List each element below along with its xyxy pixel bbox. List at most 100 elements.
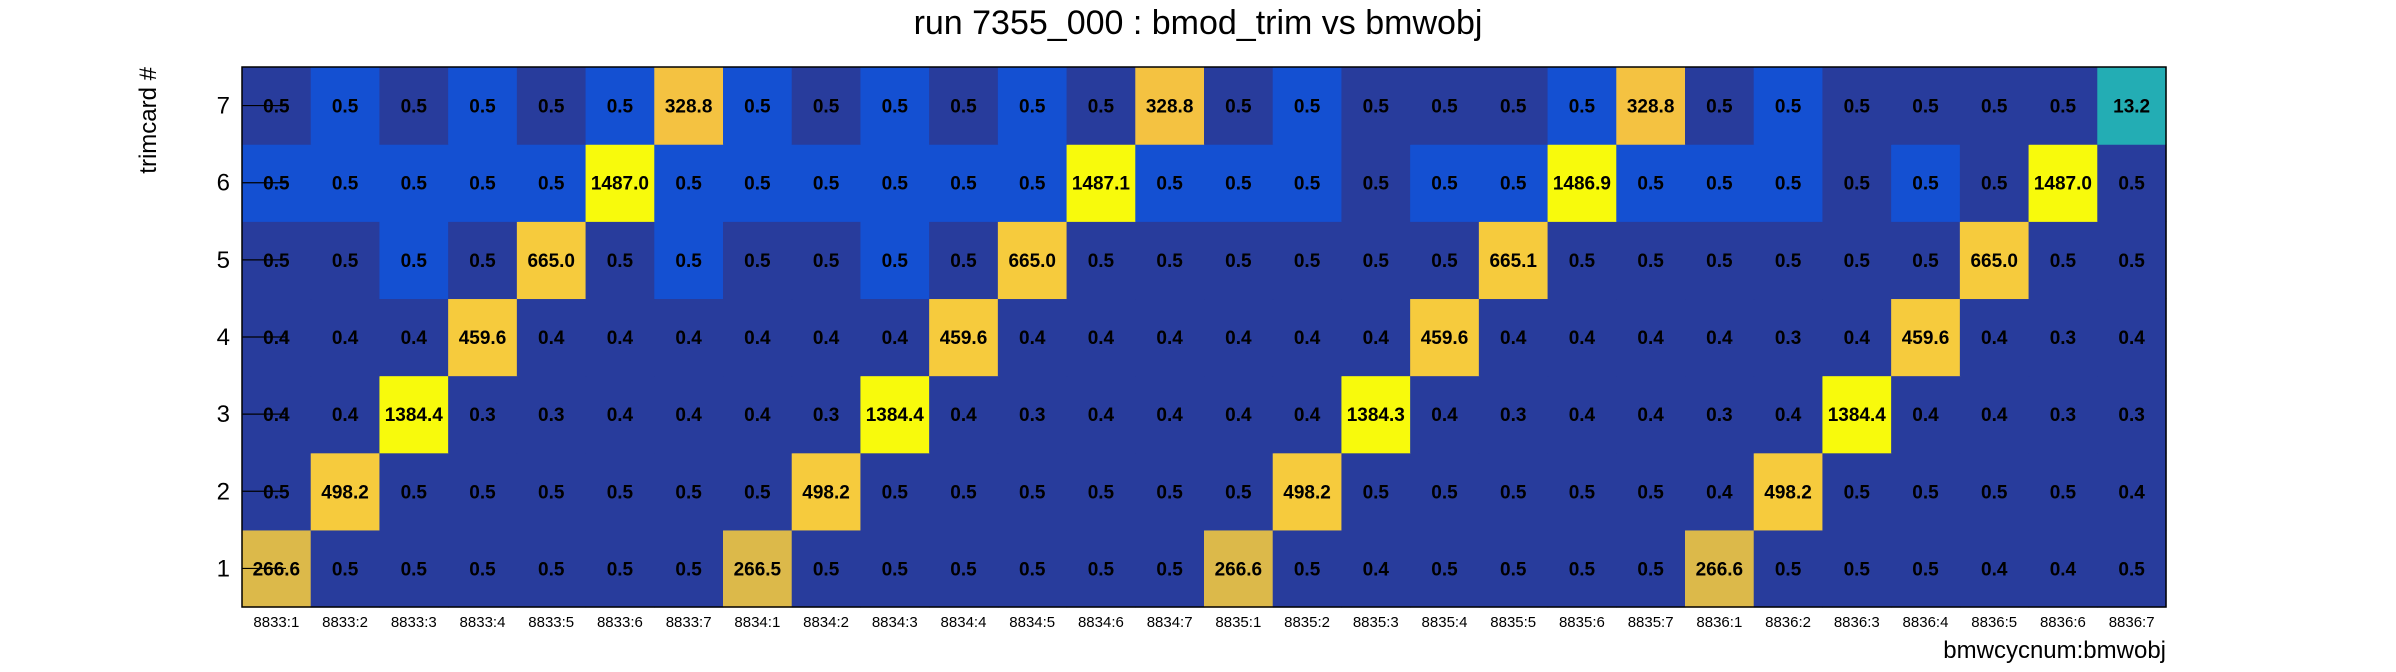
cell-value-label: 0.5 (1294, 174, 1321, 195)
heatmap-cell (1685, 375, 1755, 454)
cell-value-label: 459.6 (940, 328, 988, 349)
heatmap-cell (585, 375, 655, 454)
cell-value-label: 0.5 (1363, 97, 1390, 118)
cell-value-label: 0.5 (744, 174, 771, 195)
cell-value-label: 0.4 (1569, 405, 1596, 426)
x-tick-label: 8834:7 (1147, 614, 1193, 631)
cell-value-label: 0.4 (744, 328, 771, 349)
heatmap-cell (929, 375, 999, 454)
cell-value-label: 0.3 (2118, 405, 2144, 426)
cell-value-label: 0.5 (263, 97, 290, 118)
cell-value-label: 0.5 (607, 559, 634, 580)
heatmap-cells (242, 67, 2167, 608)
cell-value-label: 0.4 (263, 328, 290, 349)
heatmap-cell (1753, 375, 1824, 454)
x-axis-title: bmwcycnum:bmwobj (1943, 637, 2166, 664)
cell-value-label: 328.8 (665, 97, 713, 118)
cell-value-label: 0.4 (744, 405, 771, 426)
cell-value-label: 0.5 (2118, 251, 2145, 272)
cell-value-label: 0.5 (1844, 97, 1871, 118)
cell-value-label: 0.5 (1088, 482, 1115, 503)
heatmap-cell (448, 298, 518, 377)
cell-value-label: 0.5 (469, 482, 496, 503)
cell-value-label: 0.5 (1431, 482, 1458, 503)
heatmap-cell (1753, 67, 1824, 145)
cell-value-label: 0.4 (1569, 328, 1596, 349)
cell-value-label: 0.5 (1019, 97, 1046, 118)
cell-value-label: 0.5 (675, 251, 702, 272)
cell-value-label: 0.5 (882, 174, 909, 195)
cell-value-label: 0.3 (813, 405, 839, 426)
cell-value-label: 0.5 (1225, 174, 1252, 195)
cell-value-label: 0.5 (607, 97, 634, 118)
cell-value-label: 0.5 (2050, 97, 2077, 118)
heatmap-cell (997, 298, 1068, 377)
cell-value-label: 0.5 (1637, 174, 1664, 195)
cell-value-label: 0.4 (1775, 405, 1802, 426)
x-axis-ticks: 8833:1 8833:2 8833:3 8833:4 8833:5 8833:6 8833… (253, 614, 2154, 631)
heatmap-cell (929, 529, 999, 608)
cell-value-label: 0.5 (332, 251, 359, 272)
heatmap-cell (929, 221, 999, 300)
cell-value-label: 0.5 (1088, 97, 1115, 118)
cell-value-label: 0.4 (950, 405, 977, 426)
heatmap-cell (585, 67, 655, 145)
heatmap-cell (1891, 298, 1961, 377)
x-tick-label: 8834:3 (872, 614, 918, 631)
cell-value-label: 0.5 (744, 251, 771, 272)
heatmap-cell (2097, 298, 2167, 377)
cell-value-label: 1487.0 (591, 174, 649, 195)
heatmap-cell (1616, 375, 1686, 454)
heatmap-cell (1959, 452, 2030, 531)
cell-value-label: 0.5 (813, 97, 840, 118)
cell-value-label: 0.5 (1019, 482, 1046, 503)
cell-value-label: 0.5 (1706, 174, 1733, 195)
cell-value-label: 0.5 (675, 559, 702, 580)
cell-value-label: 0.5 (1912, 251, 1939, 272)
cell-value-label: 0.5 (950, 482, 977, 503)
heatmap-cell (654, 452, 724, 531)
heatmap-cell (791, 529, 862, 608)
heatmap-cell (1066, 67, 1136, 145)
cell-value-label: 0.5 (813, 251, 840, 272)
x-tick-label: 8833:7 (666, 614, 712, 631)
cell-value-label: 0.5 (1981, 174, 2008, 195)
heatmap-cell (448, 529, 518, 608)
cell-value-label: 0.5 (1363, 482, 1390, 503)
heatmap-cell (1410, 375, 1480, 454)
x-tick-label: 8835:5 (1490, 614, 1536, 631)
heatmap-cell (1478, 452, 1549, 531)
cell-value-label: 0.4 (1294, 328, 1321, 349)
heatmap-cell (2097, 529, 2167, 608)
cell-value-label: 0.5 (263, 251, 290, 272)
heatmap-cell (516, 375, 587, 454)
cell-value-label: 0.5 (1500, 482, 1527, 503)
cell-value-label: 1487.0 (2034, 174, 2092, 195)
y-tick-label: 4 (217, 324, 230, 351)
cell-value-label: 0.5 (401, 559, 428, 580)
heatmap-cell (1547, 67, 1617, 145)
heatmap-cell (379, 298, 449, 377)
heatmap-cell (1822, 529, 1892, 608)
heatmap-cell (654, 375, 724, 454)
heatmap-cell (723, 221, 793, 300)
cell-value-label: 0.5 (813, 559, 840, 580)
heatmap-cell (1547, 298, 1617, 377)
cell-value-label: 498.2 (321, 482, 369, 503)
cell-value-label: 0.5 (1706, 97, 1733, 118)
cell-value-label: 0.4 (1363, 559, 1390, 580)
heatmap-cell (2028, 221, 2098, 300)
heatmap-cell (1272, 67, 1343, 145)
heatmap-cell (654, 221, 724, 300)
cell-value-label: 0.4 (1294, 405, 1321, 426)
x-tick-label: 8836:7 (2109, 614, 2155, 631)
cell-value-label: 0.5 (469, 559, 496, 580)
cell-value-label: 0.5 (950, 97, 977, 118)
heatmap-cell (2028, 375, 2098, 454)
heatmap-cell (1616, 144, 1686, 222)
heatmap-cell (585, 221, 655, 300)
heatmap-cell (1547, 221, 1617, 300)
heatmap-cell (310, 529, 381, 608)
cell-value-label: 665.0 (527, 251, 575, 272)
heatmap-cell (1753, 529, 1824, 608)
